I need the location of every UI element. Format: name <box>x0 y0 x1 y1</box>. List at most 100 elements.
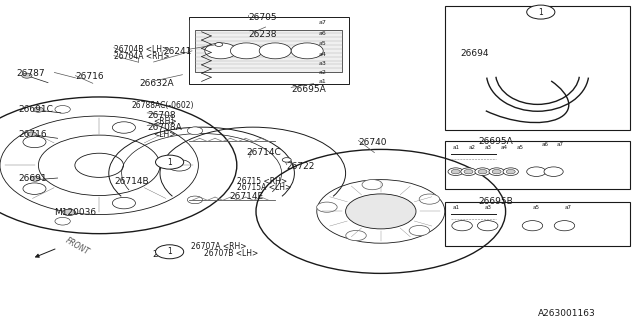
Text: a7: a7 <box>319 20 326 25</box>
Circle shape <box>544 167 563 176</box>
Circle shape <box>346 194 416 229</box>
Circle shape <box>522 220 543 231</box>
Text: <LH>: <LH> <box>154 130 176 139</box>
Text: 26714E: 26714E <box>229 192 263 201</box>
Text: 26238: 26238 <box>248 30 277 39</box>
Circle shape <box>477 220 498 231</box>
Text: a7: a7 <box>565 205 572 210</box>
Text: 26716: 26716 <box>76 73 104 82</box>
Text: a6: a6 <box>542 142 548 147</box>
Text: 26632A: 26632A <box>140 79 174 88</box>
Text: a1: a1 <box>452 145 459 150</box>
Text: a5: a5 <box>319 41 326 46</box>
Text: 26691: 26691 <box>18 174 47 183</box>
Circle shape <box>506 170 515 174</box>
Circle shape <box>156 245 184 259</box>
Text: 26788AC(-0602): 26788AC(-0602) <box>131 101 194 110</box>
Text: 26716: 26716 <box>18 130 47 139</box>
Circle shape <box>451 170 460 174</box>
Circle shape <box>492 170 501 174</box>
Text: 26714C: 26714C <box>246 148 281 157</box>
Circle shape <box>478 170 487 174</box>
Text: 26707A <RH>: 26707A <RH> <box>191 242 246 251</box>
Text: 26694: 26694 <box>461 49 490 58</box>
Circle shape <box>527 167 546 176</box>
Circle shape <box>215 43 223 46</box>
Circle shape <box>282 158 291 162</box>
Text: 26715A <LH>: 26715A <LH> <box>237 183 291 192</box>
Text: a3: a3 <box>484 145 491 150</box>
Circle shape <box>113 197 136 209</box>
Circle shape <box>362 180 383 190</box>
Circle shape <box>30 176 40 181</box>
Text: 1: 1 <box>538 8 543 17</box>
Circle shape <box>448 168 463 175</box>
Text: 26714: 26714 <box>152 250 181 259</box>
Circle shape <box>23 183 46 194</box>
Circle shape <box>291 43 323 59</box>
Text: 1: 1 <box>167 158 172 167</box>
Circle shape <box>23 136 46 148</box>
Text: a5: a5 <box>516 145 523 150</box>
Text: 26722: 26722 <box>287 162 315 171</box>
Text: 26708A: 26708A <box>147 123 182 132</box>
Circle shape <box>63 209 76 216</box>
Text: 26707B <LH>: 26707B <LH> <box>204 249 258 258</box>
Text: M120036: M120036 <box>54 208 97 217</box>
Text: 26714B: 26714B <box>114 177 148 186</box>
Text: 26705: 26705 <box>248 13 277 22</box>
Text: a1: a1 <box>452 205 459 210</box>
Text: a6: a6 <box>319 31 326 36</box>
Circle shape <box>55 106 70 113</box>
Circle shape <box>489 168 504 175</box>
Text: 26708: 26708 <box>147 111 176 120</box>
Text: a7: a7 <box>557 142 563 147</box>
Circle shape <box>461 168 476 175</box>
Text: 26704B <LH>: 26704B <LH> <box>114 44 168 53</box>
Circle shape <box>230 43 262 59</box>
Text: 26787: 26787 <box>16 69 45 78</box>
Circle shape <box>475 168 490 175</box>
Bar <box>445 141 630 189</box>
Text: a3: a3 <box>319 61 326 66</box>
Circle shape <box>419 194 440 204</box>
Circle shape <box>28 132 36 136</box>
Text: 26241: 26241 <box>163 47 191 56</box>
Text: 26704A <RH>: 26704A <RH> <box>114 52 170 61</box>
Text: 26715 <RH>: 26715 <RH> <box>237 177 287 186</box>
Text: a1: a1 <box>319 79 326 84</box>
Circle shape <box>113 122 136 133</box>
Circle shape <box>452 220 472 231</box>
Text: A263001163: A263001163 <box>538 309 595 318</box>
Circle shape <box>259 43 291 59</box>
Text: a5: a5 <box>533 205 540 210</box>
Circle shape <box>156 155 184 169</box>
Text: 26740: 26740 <box>358 138 387 147</box>
Text: a2: a2 <box>319 70 326 75</box>
Circle shape <box>346 230 366 241</box>
Text: a3: a3 <box>484 205 491 210</box>
Circle shape <box>503 168 518 175</box>
Circle shape <box>33 107 44 112</box>
Circle shape <box>55 217 70 225</box>
Circle shape <box>168 160 191 171</box>
Bar <box>445 202 630 246</box>
Text: 26695A: 26695A <box>291 85 326 94</box>
Text: 1: 1 <box>167 247 172 256</box>
Text: FRONT: FRONT <box>64 236 91 257</box>
Bar <box>445 6 630 130</box>
Circle shape <box>464 170 473 174</box>
Text: a4: a4 <box>500 145 507 150</box>
Text: <RH>: <RH> <box>154 117 177 126</box>
Circle shape <box>205 43 237 59</box>
Text: 26691C: 26691C <box>18 105 52 114</box>
Circle shape <box>527 5 555 19</box>
Text: a2: a2 <box>468 145 475 150</box>
Bar <box>195 30 342 72</box>
Text: 26695A: 26695A <box>479 137 513 146</box>
Circle shape <box>22 73 32 78</box>
Circle shape <box>188 127 203 134</box>
Circle shape <box>317 202 337 212</box>
Circle shape <box>554 220 575 231</box>
Text: a4: a4 <box>319 52 326 57</box>
